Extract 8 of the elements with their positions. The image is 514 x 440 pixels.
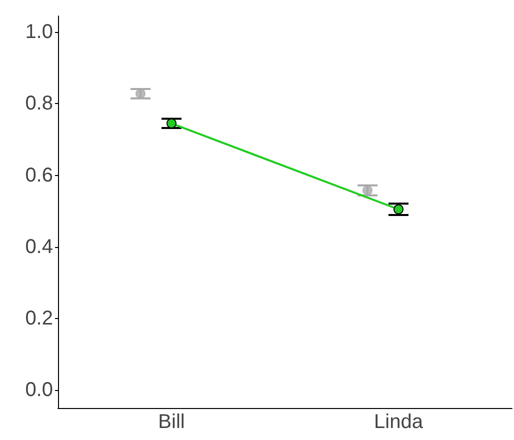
x-tick-label: Bill bbox=[158, 411, 185, 433]
y-tick-label: 0.0 bbox=[25, 379, 53, 402]
x-tick-label: Linda bbox=[374, 411, 424, 433]
y-tick-label: 0.6 bbox=[25, 164, 53, 186]
y-tick-label: 0.8 bbox=[25, 92, 53, 115]
y-tick-label: 0.2 bbox=[25, 308, 53, 330]
y-tick-label: 0.4 bbox=[25, 236, 53, 258]
y-tick-label: 1.0 bbox=[25, 21, 53, 44]
